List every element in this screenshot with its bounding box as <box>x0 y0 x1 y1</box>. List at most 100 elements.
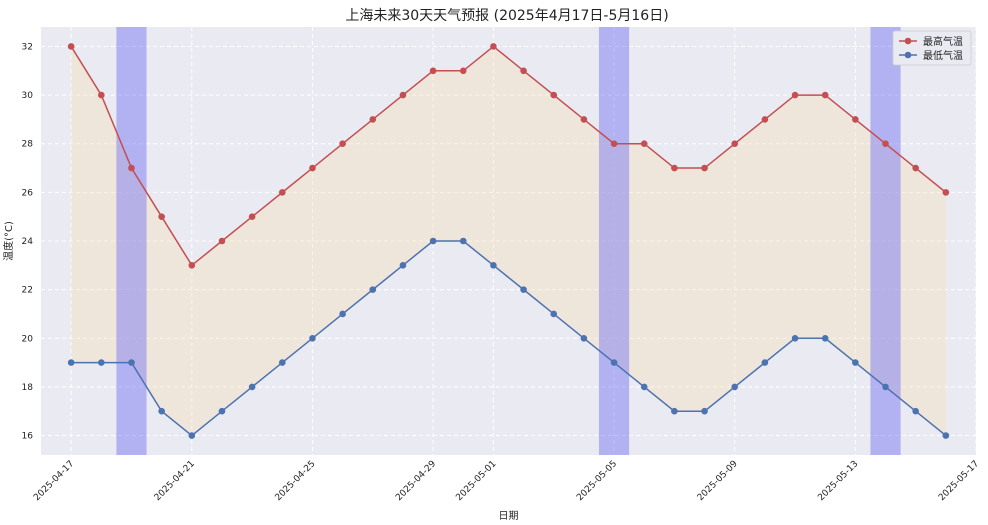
highlight-band <box>116 27 147 455</box>
y-tick-label: 18 <box>22 383 34 393</box>
data-point <box>761 116 769 123</box>
highlight-band <box>598 27 630 455</box>
x-tick-label: 2025-05-09 <box>696 459 740 503</box>
data-point <box>278 359 286 366</box>
data-point <box>248 213 256 220</box>
series-high <box>67 43 950 269</box>
data-point <box>520 286 527 293</box>
data-point <box>610 359 618 366</box>
data-point <box>339 310 346 318</box>
data-point <box>67 43 75 50</box>
grid-lines <box>41 27 977 455</box>
x-tick-label: 2025-05-17 <box>937 459 981 503</box>
x-axis-ticks: 2025-04-17 2025-04-21 2025-04-25 2025-04-29… <box>32 459 981 503</box>
data-point <box>550 91 558 99</box>
x-tick-label: 2025-05-05 <box>575 459 619 503</box>
data-point <box>399 262 407 269</box>
data-point <box>490 262 497 269</box>
data-point <box>128 164 135 172</box>
x-tick-label: 2025-04-25 <box>274 459 318 503</box>
data-point <box>309 164 316 172</box>
data-point <box>821 334 829 342</box>
data-point <box>248 383 256 391</box>
series-line <box>71 240 947 437</box>
data-point <box>580 334 588 342</box>
data-point <box>369 286 377 293</box>
data-point <box>459 237 467 245</box>
legend-label: 最低气温 <box>923 49 963 62</box>
y-tick-label: 20 <box>22 334 34 344</box>
data-point <box>731 140 739 148</box>
data-point <box>158 213 165 220</box>
legend-box <box>892 30 972 66</box>
y-tick-label: 26 <box>22 188 34 198</box>
series-lines <box>67 43 950 439</box>
y-axis-label: 温度(°C) <box>2 221 15 261</box>
y-tick-label: 28 <box>22 140 34 150</box>
data-point <box>731 383 739 391</box>
x-axis-label: 日期 <box>499 510 519 522</box>
data-point <box>218 407 226 415</box>
data-point <box>882 140 889 148</box>
data-point <box>671 164 678 172</box>
data-point <box>158 407 165 415</box>
data-point <box>942 432 950 439</box>
fill-area <box>71 46 946 436</box>
series-low <box>67 237 950 439</box>
y-tick-label: 24 <box>22 237 34 247</box>
x-tick-label: 2025-05-13 <box>816 459 860 503</box>
legend-label: 最高气温 <box>923 35 963 48</box>
data-point <box>550 310 558 318</box>
data-point <box>369 116 377 123</box>
data-point <box>882 383 889 391</box>
data-point <box>671 407 678 415</box>
y-tick-label: 16 <box>22 432 34 442</box>
data-point <box>399 91 407 99</box>
legend-marker <box>904 37 912 45</box>
data-point <box>429 67 437 75</box>
x-tick-label: 2025-04-17 <box>32 459 76 503</box>
temperature-range-fill <box>71 46 946 436</box>
chart-title: 上海未来30天天气预报 (2025年4月17日-5月16日) <box>345 8 668 24</box>
data-point <box>942 189 950 196</box>
data-point <box>761 359 769 366</box>
series-line <box>70 45 947 267</box>
data-point <box>188 262 196 269</box>
data-point <box>912 164 919 172</box>
data-point <box>640 140 648 148</box>
data-point <box>610 140 618 148</box>
data-point <box>701 407 708 415</box>
data-point <box>640 383 648 391</box>
highlight-band <box>870 27 901 455</box>
data-point <box>459 67 467 75</box>
data-point <box>98 359 105 366</box>
data-point <box>188 432 196 439</box>
data-point <box>98 91 105 99</box>
data-point <box>339 140 346 148</box>
y-axis-ticks: 16 18 20 22 24 26 28 30 32 <box>22 42 34 441</box>
x-tick-label: 2025-04-29 <box>394 459 438 503</box>
data-point <box>429 237 437 245</box>
data-point <box>912 407 919 415</box>
x-tick-label: 2025-05-01 <box>454 459 498 503</box>
data-point <box>128 359 135 366</box>
data-point <box>309 334 316 342</box>
data-point <box>520 67 527 75</box>
y-tick-label: 30 <box>22 91 34 101</box>
data-point <box>852 359 859 366</box>
data-point <box>67 359 75 366</box>
data-point <box>278 189 286 196</box>
data-point <box>580 116 588 123</box>
data-point <box>701 164 708 172</box>
data-point <box>791 334 799 342</box>
data-point <box>490 43 497 50</box>
highlight-bands <box>116 27 901 455</box>
x-tick-label: 2025-04-21 <box>153 459 197 503</box>
legend-marker <box>904 51 912 59</box>
data-point <box>791 91 799 99</box>
data-point <box>218 237 226 245</box>
y-tick-label: 32 <box>22 42 33 52</box>
data-point <box>852 116 859 123</box>
